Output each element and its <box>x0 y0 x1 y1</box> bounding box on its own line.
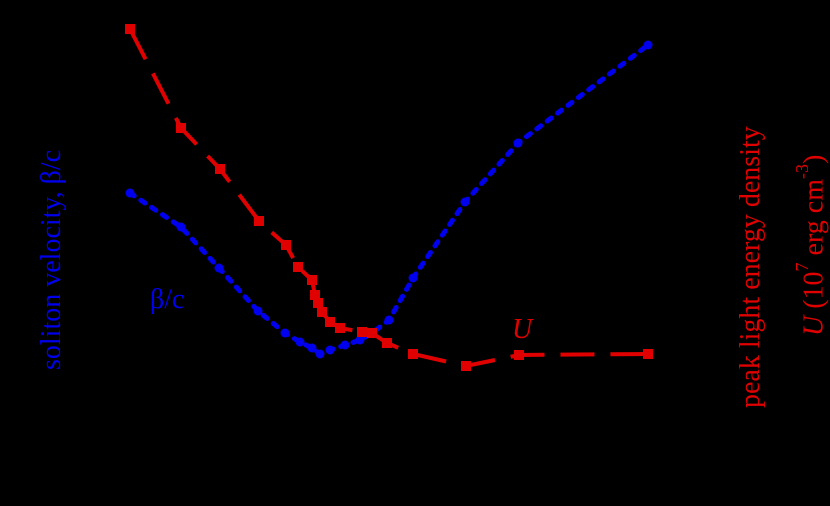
data-point-marker <box>176 123 186 133</box>
data-point-marker <box>325 345 335 355</box>
y-axis-right-exp1: 7 <box>792 262 812 272</box>
series-u <box>125 24 653 371</box>
y-axis-right-unit-close: ) <box>798 154 830 164</box>
data-point-marker <box>280 328 290 338</box>
data-point-marker <box>643 349 653 359</box>
data-point-marker <box>315 349 325 359</box>
data-point-marker <box>408 349 418 359</box>
series-label-beta: β/c <box>150 284 185 315</box>
y-axis-right-label-line1: peak light energy density <box>735 126 766 408</box>
data-point-marker <box>367 328 377 338</box>
data-point-marker <box>295 337 305 347</box>
y-axis-left-label: soliton velocity, β/c <box>36 149 67 370</box>
series-label-u: U <box>512 314 533 345</box>
data-point-marker <box>513 138 523 148</box>
y-axis-right-unit-open: (10 <box>798 271 830 309</box>
y-axis-right-label-line2: U (107 erg cm-3) <box>792 154 830 336</box>
data-point-marker <box>307 275 317 285</box>
series-layer <box>125 24 653 371</box>
data-point-marker <box>176 222 186 232</box>
y-axis-right-unit-mid: erg cm <box>798 178 830 263</box>
data-point-marker <box>253 306 263 316</box>
data-point-marker <box>340 340 350 350</box>
y-axis-left-label-container: soliton velocity, β/c <box>0 0 67 380</box>
data-point-marker <box>214 263 224 273</box>
data-point-marker <box>460 197 470 207</box>
data-point-marker <box>408 273 418 283</box>
data-point-marker <box>313 298 323 308</box>
data-point-marker <box>125 24 135 34</box>
data-point-marker <box>335 323 345 333</box>
data-point-marker <box>310 290 320 300</box>
data-point-marker <box>317 307 327 317</box>
data-point-marker <box>293 262 303 272</box>
data-point-marker <box>325 317 335 327</box>
data-point-marker <box>125 188 135 198</box>
data-point-marker <box>254 216 264 226</box>
data-point-marker <box>357 327 367 337</box>
data-point-marker <box>514 350 524 360</box>
y-axis-right-symbol: U <box>798 315 830 336</box>
y-axis-right-exp2: -3 <box>792 163 812 179</box>
data-point-marker <box>307 343 317 353</box>
data-point-marker <box>461 361 471 371</box>
data-point-marker <box>215 164 225 174</box>
series-beta <box>125 40 653 359</box>
data-point-marker <box>355 335 365 345</box>
data-point-marker <box>384 315 394 325</box>
data-point-marker <box>643 40 653 50</box>
data-point-marker <box>382 338 392 348</box>
data-point-marker <box>281 240 291 250</box>
